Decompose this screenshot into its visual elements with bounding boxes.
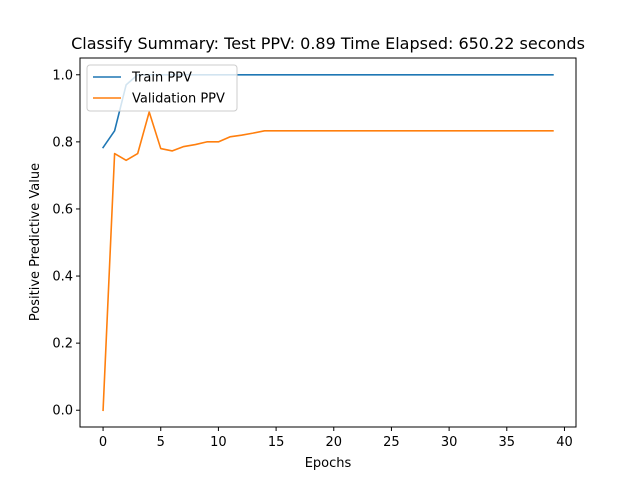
x-axis: 0 5 10 15 20 25 30 35 40: [99, 427, 573, 450]
legend: Train PPV Validation PPV: [86, 64, 238, 112]
legend-label: Train PPV: [131, 71, 192, 86]
y-tick-label: 0.2: [52, 337, 73, 352]
x-tick-label: 5: [157, 435, 165, 450]
x-tick-label: 35: [499, 435, 516, 450]
x-tick-label: 40: [556, 435, 573, 450]
y-tick-label: 1.0: [52, 68, 73, 83]
y-axis-label: Positive Predictive Value: [28, 163, 43, 321]
x-tick-label: 15: [268, 435, 285, 450]
y-tick-label: 0.0: [52, 404, 73, 419]
legend-box: [86, 64, 238, 112]
x-tick-label: 10: [210, 435, 227, 450]
x-tick-label: 25: [383, 435, 400, 450]
legend-label: Validation PPV: [132, 92, 225, 107]
axes-frame: [79, 57, 577, 428]
y-axis: 0.0 0.2 0.4 0.6 0.8 1.0: [52, 68, 80, 419]
x-tick-label: 20: [325, 435, 342, 450]
x-tick-label: 30: [441, 435, 458, 450]
y-tick-label: 0.4: [52, 270, 73, 285]
series-line-validation-ppv: [102, 111, 554, 412]
x-tick-label: 0: [99, 435, 107, 450]
chart-title: Classify Summary: Test PPV: 0.89 Time El…: [71, 34, 585, 53]
axes-background: [80, 58, 576, 427]
plot-area: [79, 57, 577, 428]
y-tick-label: 0.8: [52, 135, 73, 150]
y-tick-label: 0.6: [52, 202, 73, 217]
x-axis-label: Epochs: [305, 456, 352, 471]
